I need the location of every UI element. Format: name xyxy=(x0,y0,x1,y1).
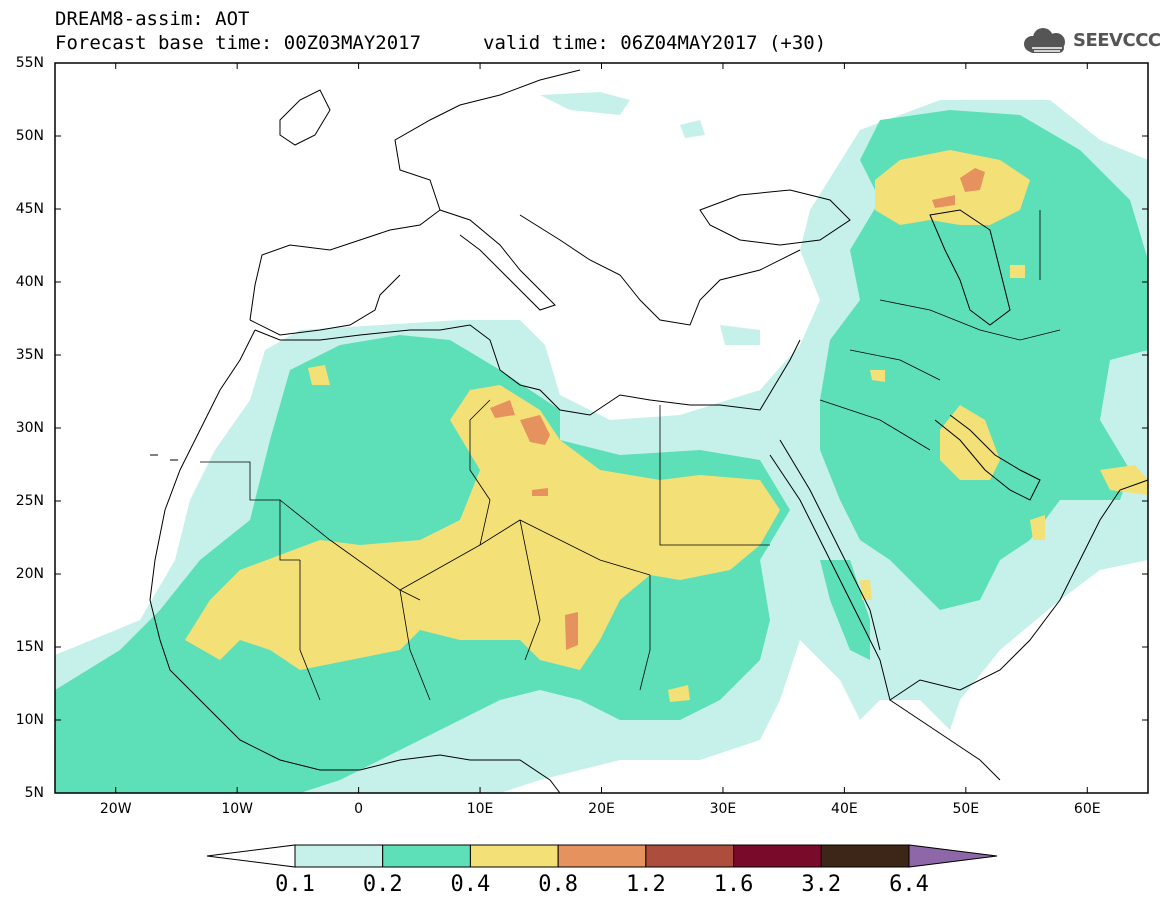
lat-label: 40N xyxy=(15,274,44,290)
lat-label: 10N xyxy=(15,712,44,728)
colorbar-label: 0.8 xyxy=(538,872,579,897)
colorbar-segment xyxy=(733,844,822,868)
logo-text: SEEVCCC xyxy=(1073,30,1161,51)
aot-level-0.4 xyxy=(185,150,1148,702)
forecast-base-time: Forecast base time: 00Z03MAY2017 xyxy=(55,32,422,54)
coastlines xyxy=(149,69,1148,793)
aot-level-0.8 xyxy=(490,168,985,650)
lon-label: 0 xyxy=(354,801,364,817)
lat-label: 45N xyxy=(15,201,44,217)
lat-label: 50N xyxy=(15,128,44,144)
colorbar-label: 6.4 xyxy=(889,872,929,897)
lat-label: 5N xyxy=(24,785,44,801)
colorbar-max-arrow xyxy=(908,844,998,868)
lon-label: 60E xyxy=(1073,801,1101,817)
colorbar-segment xyxy=(294,844,384,868)
map-title: DREAM8-assim: AOT xyxy=(55,8,250,30)
lon-label: 40E xyxy=(831,801,858,817)
lon-label: 30E xyxy=(709,801,737,817)
country-borders xyxy=(200,210,1061,701)
colorbar-label: 3.2 xyxy=(801,872,842,897)
colorbar-segment xyxy=(557,844,647,868)
lat-label: 20N xyxy=(15,566,44,582)
colorbar-label: 0.4 xyxy=(450,872,491,897)
colorbar-label: 1.2 xyxy=(625,872,666,897)
lon-label: 50E xyxy=(952,801,980,817)
colorbar-label: 0.1 xyxy=(275,872,315,897)
lon-label: 10E xyxy=(466,801,494,817)
lat-label: 25N xyxy=(15,493,44,509)
lon-label: 10W xyxy=(221,801,253,817)
colorbar-min-arrow xyxy=(206,844,296,868)
lon-label: 20E xyxy=(588,801,615,817)
seevccc-logo xyxy=(1024,28,1065,53)
colorbar-segment xyxy=(469,844,559,868)
lat-label: 55N xyxy=(15,55,44,71)
axis-ticks xyxy=(55,62,1148,794)
colorbar-segment xyxy=(820,844,910,868)
lat-label: 35N xyxy=(15,347,44,363)
colorbar-segment xyxy=(382,844,471,868)
colorbar xyxy=(206,844,998,868)
colorbar-label: 0.2 xyxy=(362,872,403,897)
colorbar-segment xyxy=(645,844,735,868)
colorbar-label: 1.6 xyxy=(713,872,754,897)
valid-time: valid time: 06Z04MAY2017 (+30) xyxy=(483,32,827,54)
lat-label: 15N xyxy=(15,639,44,655)
lat-label: 30N xyxy=(15,420,44,436)
lon-label: 20W xyxy=(99,801,132,817)
